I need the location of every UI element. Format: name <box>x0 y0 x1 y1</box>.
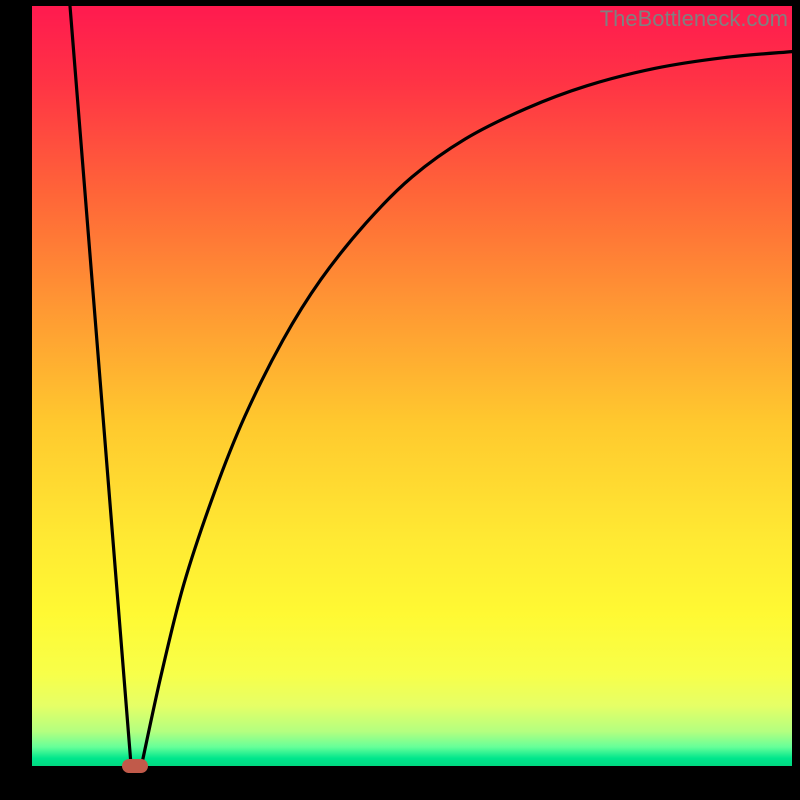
right-curve <box>142 52 792 763</box>
left-curve <box>70 6 131 762</box>
curve-layer <box>0 0 800 800</box>
chart-container: TheBottleneck.com <box>0 0 800 800</box>
valley-marker <box>122 759 148 773</box>
watermark-text: TheBottleneck.com <box>600 6 788 32</box>
